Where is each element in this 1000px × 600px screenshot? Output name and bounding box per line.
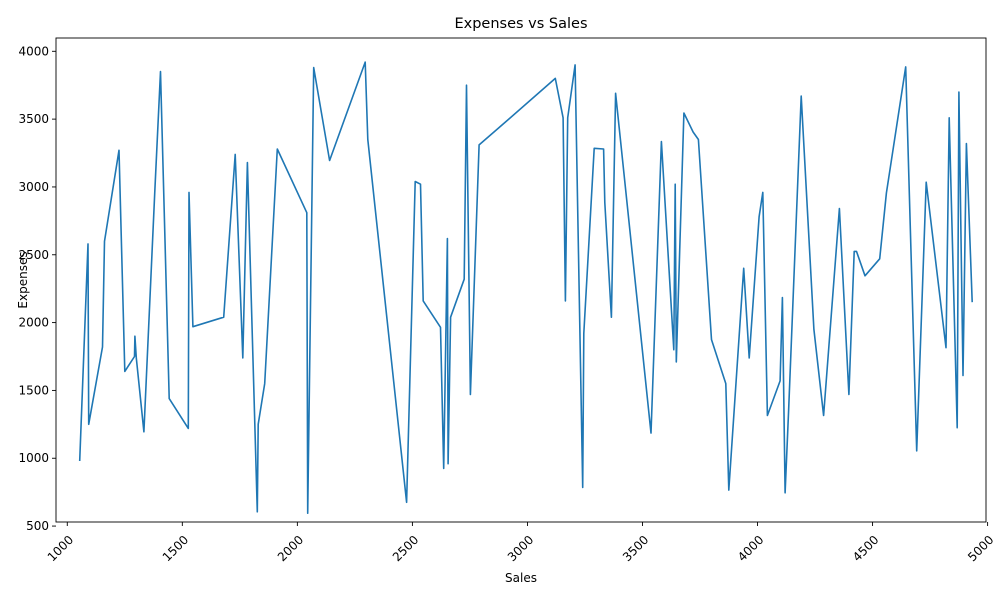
plot-frame: [55, 37, 987, 523]
y-tick-label: 3000: [18, 180, 49, 194]
y-tick-label: 1500: [18, 383, 49, 397]
y-tick-label: 2500: [18, 248, 49, 262]
y-axis: 500 1000 1500 2000 2500 3000 3500 4000: [18, 44, 56, 533]
y-tick-label: 2000: [18, 316, 49, 330]
x-axis-label: Sales: [505, 571, 537, 585]
y-tick-label: 500: [26, 519, 49, 533]
plot-area: [55, 37, 987, 523]
chart-title: Expenses vs Sales: [454, 16, 587, 32]
y-tick-label: 3500: [18, 112, 49, 126]
y-tick-label: 4000: [18, 44, 49, 58]
y-tick-label: 1000: [18, 451, 49, 465]
series-line: [78, 61, 973, 515]
y-axis-label: Expenses: [16, 251, 30, 308]
